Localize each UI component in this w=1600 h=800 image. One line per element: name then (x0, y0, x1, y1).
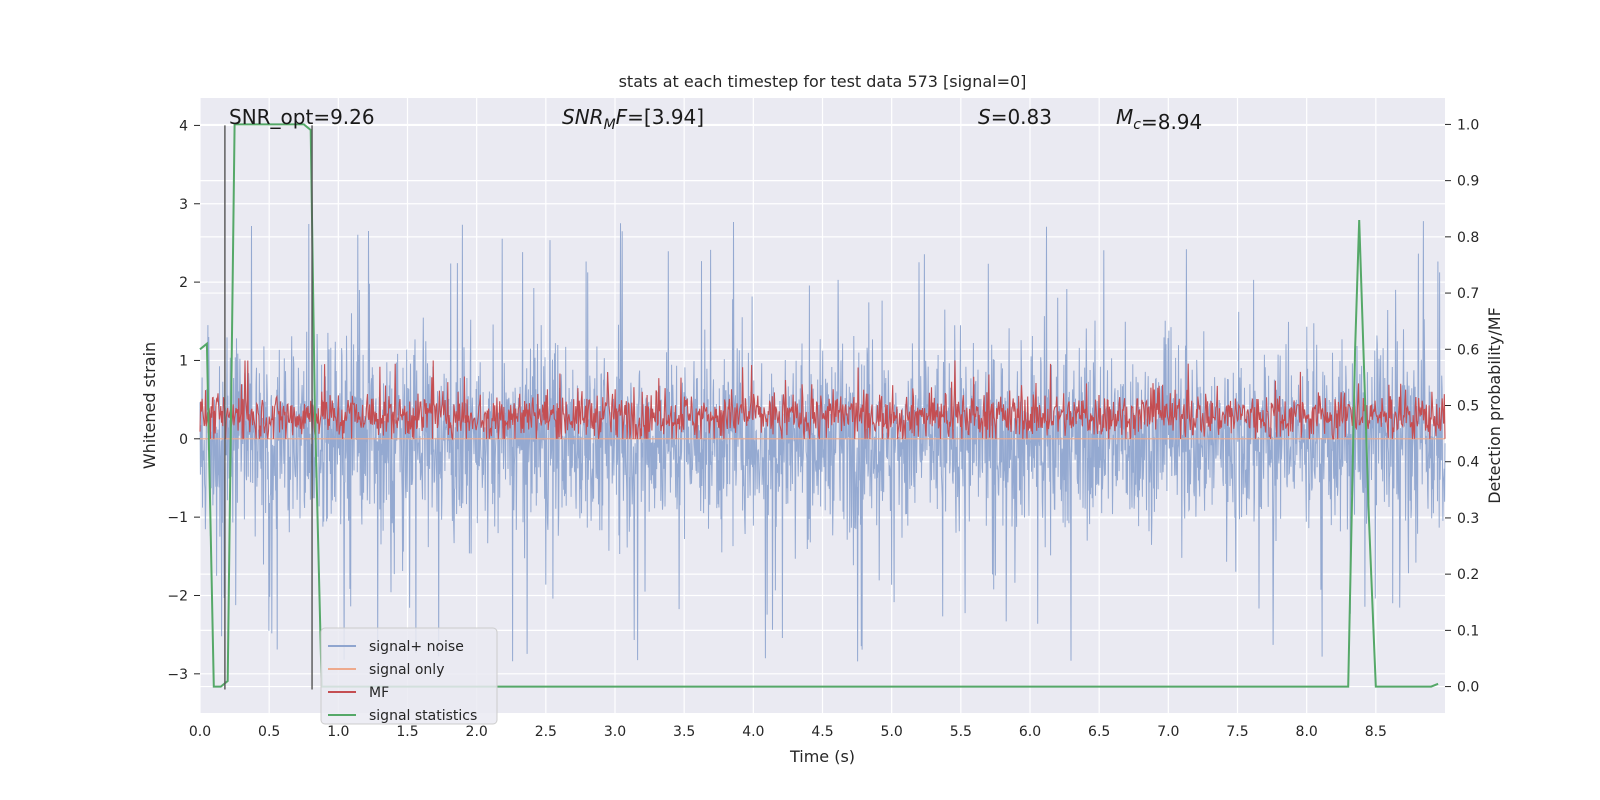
x-tick-label: 2.5 (535, 724, 557, 740)
chart-title: stats at each timestep for test data 573… (619, 72, 1027, 91)
legend-label: signal+ noise (369, 639, 464, 655)
annotation-1: SNR_opt=9.26 (229, 105, 375, 129)
x-tick-label: 0.5 (258, 724, 280, 740)
x-tick-label: 7.5 (1226, 724, 1248, 740)
y-tick-label: −2 (167, 588, 188, 604)
x-tick-label: 7.0 (1157, 724, 1179, 740)
y-axis-label: Whitened strain (140, 342, 159, 469)
y-tick-label: 1 (179, 353, 188, 369)
x-tick-label: 2.0 (466, 724, 488, 740)
vertical-markers (224, 125, 313, 690)
legend-item: signal only (328, 662, 444, 678)
x-tick-label: 5.5 (950, 724, 972, 740)
legend-label: signal only (369, 662, 444, 678)
y2-tick-label: 0.7 (1457, 286, 1479, 302)
y2-tick-label: 0.5 (1457, 399, 1479, 415)
annotation-4: Mc=8.94 (1116, 105, 1202, 134)
x-tick-label: 4.0 (742, 724, 764, 740)
x-tick-label: 4.5 (811, 724, 833, 740)
y-tick-label: −1 (167, 510, 188, 526)
y-tick-label: 4 (179, 118, 188, 134)
y2-tick-label: 0.3 (1457, 511, 1479, 527)
y2-tick-label: 0.6 (1457, 342, 1479, 358)
y2-tick-label: 0.2 (1457, 567, 1479, 583)
series-layer (199, 123, 1446, 688)
x-tick-label: 1.5 (396, 724, 418, 740)
annotation-2: SNRMF=[3.94] (562, 105, 704, 133)
y2-tick-label: 0.4 (1457, 455, 1479, 471)
legend-box (320, 627, 498, 725)
x-tick-label: 6.0 (1019, 724, 1041, 740)
x-tick-label: 0.0 (189, 724, 211, 740)
y-tick-label: 3 (179, 197, 188, 213)
y2-tick-label: 0.8 (1457, 230, 1479, 246)
x-tick-label: 8.0 (1296, 724, 1318, 740)
x-tick-label: 5.0 (881, 724, 903, 740)
legend-label: MF (369, 685, 389, 701)
y2-tick-label: 0.0 (1457, 680, 1479, 696)
legend-item: signal statistics (328, 708, 477, 724)
legend-label: signal statistics (369, 708, 477, 724)
x-tick-label: 3.5 (673, 724, 695, 740)
x-tick-label: 3.0 (604, 724, 626, 740)
series-signal-noise (199, 221, 1446, 662)
series-mf (199, 360, 1446, 441)
legend-item: MF (328, 685, 389, 701)
y2-tick-label: 0.9 (1457, 174, 1479, 190)
y-tick-label: 2 (179, 275, 188, 291)
y2-tick-label: 1.0 (1457, 117, 1479, 133)
y2-tick-label: 0.1 (1457, 623, 1479, 639)
annotations: SNR_opt=9.26 SNRMF=[3.94] S=0.83 Mc=8.94 (229, 105, 1202, 134)
y-tick-label: −3 (167, 667, 188, 683)
series-signal-statistics (199, 123, 1439, 688)
legend-item: signal+ noise (328, 639, 464, 655)
y-tick-label: 0 (179, 432, 188, 448)
annotation-3: S=0.83 (978, 105, 1052, 129)
x-tick-label: 6.5 (1088, 724, 1110, 740)
x-tick-label: 8.5 (1365, 724, 1387, 740)
y2-axis-label: Detection probability/MF (1485, 307, 1504, 504)
tick-labels: 0.0 0.5 1.0 1.5 2.0 2.5 3.0 3.5 4.0 4.5 5.0 5.5 6.0 6… (167, 117, 1479, 740)
x-tick-label: 1.0 (327, 724, 349, 740)
legend: signal+ noise signal only MF signal statist… (320, 627, 498, 725)
x-axis-label: Time (s) (789, 747, 855, 766)
